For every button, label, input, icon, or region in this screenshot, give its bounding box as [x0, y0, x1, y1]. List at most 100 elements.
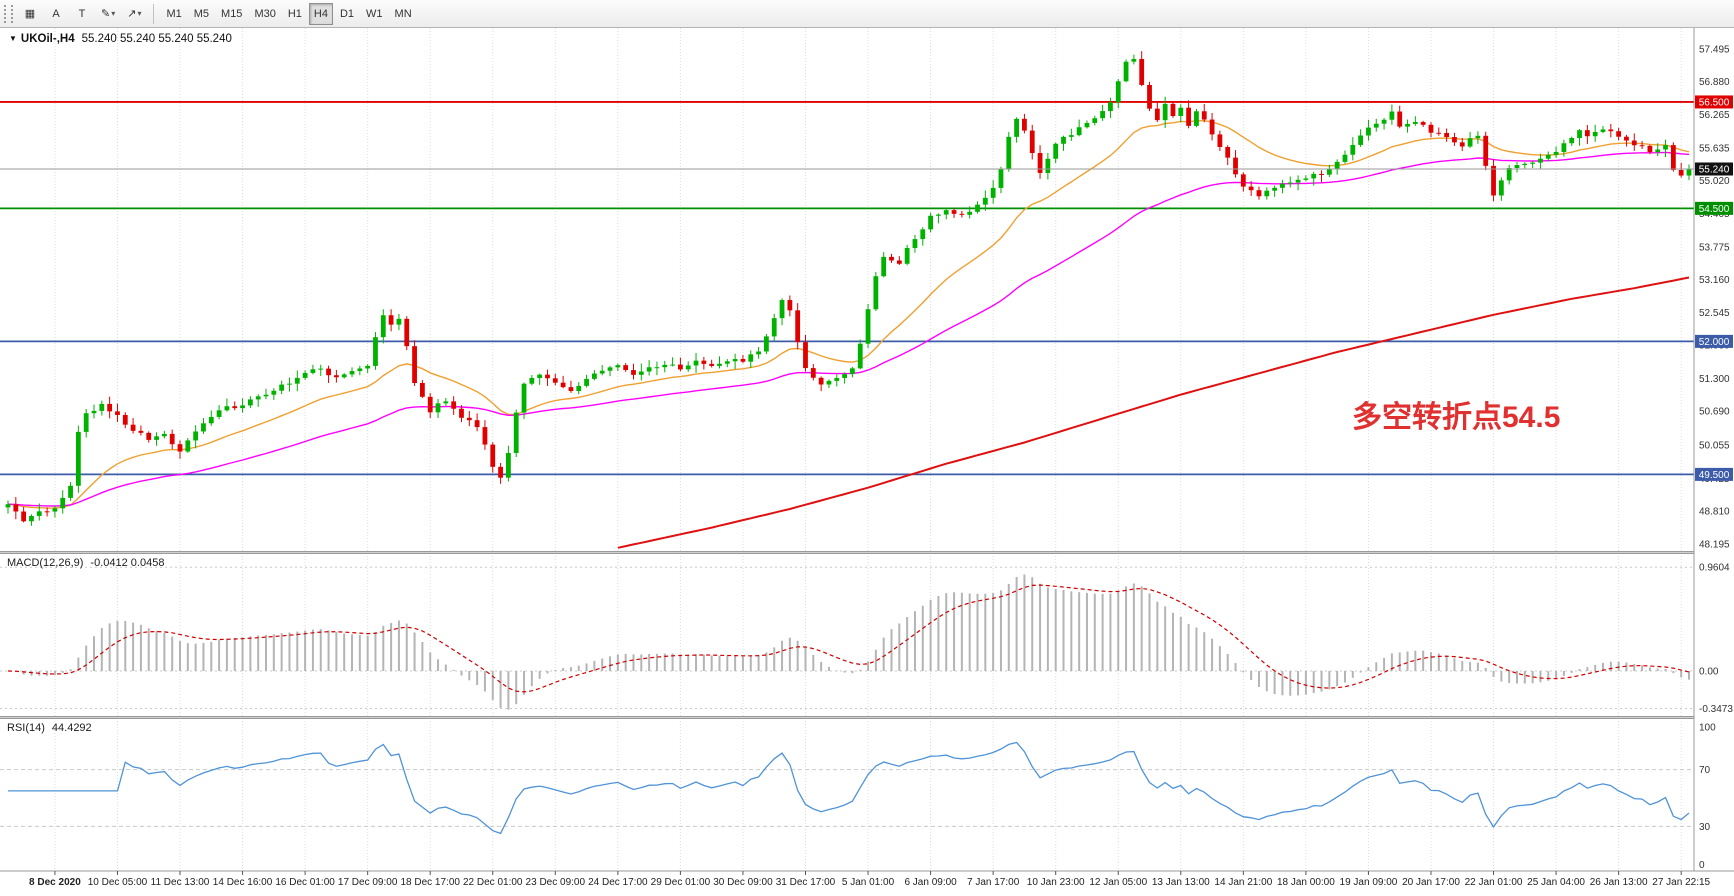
svg-text:56.500: 56.500: [1699, 97, 1730, 108]
rsi-label-text: RSI(14): [7, 722, 45, 734]
time-axis-label: 22 Dec 01:00: [463, 877, 523, 888]
svg-text:52.545: 52.545: [1699, 308, 1730, 319]
svg-text:56.265: 56.265: [1699, 110, 1730, 121]
medium-ma-line: [7, 151, 1690, 507]
svg-text:49.500: 49.500: [1699, 470, 1730, 481]
drawing-tools-group: ▦ A T ✎ ▾ ↗ ▾: [18, 3, 146, 25]
time-axis-label: 24 Dec 17:00: [588, 877, 648, 888]
text-label-tool[interactable]: A: [44, 3, 68, 25]
timeframe-mn[interactable]: MN: [390, 3, 417, 25]
macd-label-text: MACD(12,26,9): [7, 557, 84, 569]
price-badge: 52.000: [1695, 334, 1733, 348]
price-axis[interactable]: 57.49556.88056.26555.63555.02054.40553.7…: [1693, 28, 1734, 871]
toolbar-drag-handle[interactable]: [4, 4, 13, 23]
svg-text:52.000: 52.000: [1699, 337, 1730, 348]
time-axis-label: 14 Jan 21:00: [1214, 877, 1272, 888]
svg-text:70: 70: [1699, 765, 1711, 776]
svg-text:55.635: 55.635: [1699, 143, 1730, 154]
arrows-dropdown[interactable]: ↗ ▾: [122, 3, 146, 25]
macd-values-text: -0.0412 0.0458: [90, 557, 165, 569]
candlestick-series: [5, 51, 1692, 526]
macd-plot-area[interactable]: [0, 554, 1694, 716]
price-badge: 54.500: [1695, 201, 1733, 215]
time-axis-label: 19 Jan 09:00: [1340, 877, 1398, 888]
chart-symbol-label: UKOil-,H4: [20, 33, 75, 45]
svg-text:53.775: 53.775: [1699, 242, 1730, 253]
timeframe-w1[interactable]: W1: [361, 3, 388, 25]
time-axis-label: 25 Jan 04:00: [1527, 877, 1585, 888]
timeframe-m1[interactable]: M1: [161, 3, 186, 25]
pane-separators[interactable]: [0, 551, 1734, 719]
time-axis-label: 20 Jan 17:00: [1402, 877, 1460, 888]
fast-ma-line: [7, 119, 1690, 509]
svg-text:57.495: 57.495: [1699, 45, 1730, 56]
timeframe-h1[interactable]: H1: [283, 3, 307, 25]
time-axis-label: 11 Dec 13:00: [151, 877, 210, 888]
svg-text:53.160: 53.160: [1699, 275, 1730, 286]
time-axis-label: 8 Dec 2020: [29, 877, 81, 888]
macd-pane: [0, 566, 1694, 710]
time-axis-label: 6 Jan 09:00: [904, 877, 957, 888]
shapes-dropdown[interactable]: ✎ ▾: [96, 3, 120, 25]
time-axis-label: 14 Dec 16:00: [213, 877, 273, 888]
collapse-icon[interactable]: ▼: [9, 34, 17, 43]
toolbar-separator: [153, 3, 155, 24]
rsi-plot-area[interactable]: [0, 719, 1694, 869]
price-badge: 56.500: [1695, 95, 1733, 109]
timeframe-m30[interactable]: M30: [249, 3, 280, 25]
timeframe-m5[interactable]: M5: [189, 3, 214, 25]
time-axis-label: 5 Jan 01:00: [842, 877, 895, 888]
svg-text:50.690: 50.690: [1699, 407, 1730, 418]
rsi-value-text: 44.4292: [51, 722, 92, 734]
macd-histogram: [14, 574, 1690, 710]
svg-text:48.810: 48.810: [1699, 507, 1730, 518]
horizontal-price-lines[interactable]: [0, 101, 1694, 476]
chart-windows-icon[interactable]: ▦: [18, 3, 42, 25]
time-axis-label: 31 Dec 17:00: [776, 877, 836, 888]
svg-text:50.055: 50.055: [1699, 440, 1730, 451]
time-axis-label: 26 Jan 13:00: [1590, 877, 1648, 888]
chart-title: ▼ UKOil-,H4 55.240 55.240 55.240 55.240: [9, 33, 232, 45]
svg-text:100: 100: [1699, 722, 1716, 733]
rsi-pane: [0, 741, 1694, 835]
svg-text:0.00: 0.00: [1699, 666, 1719, 677]
chart-annotation-text[interactable]: 多空转折点54.5: [1352, 401, 1561, 434]
time-axis-label: 12 Jan 05:00: [1089, 877, 1147, 888]
svg-text:54.500: 54.500: [1699, 204, 1730, 215]
svg-text:30: 30: [1699, 822, 1711, 833]
time-axis-label: 27 Jan 22:15: [1652, 877, 1710, 888]
price-badge: 55.240: [1695, 162, 1733, 176]
main-chart-plot-area[interactable]: [0, 28, 1694, 551]
svg-text:51.300: 51.300: [1699, 374, 1730, 385]
moving-average-lines: [7, 119, 1690, 549]
macd-indicator-label: MACD(12,26,9) -0.0412 0.0458: [7, 557, 171, 569]
svg-text:48.195: 48.195: [1699, 539, 1730, 550]
timeframe-m15[interactable]: M15: [216, 3, 247, 25]
vertical-gridlines: [54, 28, 1682, 869]
time-axis-label: 18 Jan 00:00: [1277, 877, 1335, 888]
svg-text:55.020: 55.020: [1699, 176, 1730, 187]
toolbar: ▦ A T ✎ ▾ ↗ ▾ M1 M5 M15 M30 H1 H4 D1 W1 MN: [0, 0, 1734, 28]
time-axis-label: 22 Jan 01:00: [1465, 877, 1523, 888]
time-axis[interactable]: 8 Dec 2020 10 Dec 05:00 11 Dec 13:00 14 Dec…: [0, 870, 1734, 888]
time-axis-label: 30 Dec 09:00: [713, 877, 773, 888]
rsi-indicator-label: RSI(14) 44.4292: [7, 722, 99, 734]
time-axis-label: 18 Dec 17:00: [400, 877, 460, 888]
time-axis-label: 13 Jan 13:00: [1152, 877, 1210, 888]
time-axis-label: 10 Dec 05:00: [88, 877, 148, 888]
svg-text:56.880: 56.880: [1699, 77, 1730, 88]
timeframe-group: M1 M5 M15 M30 H1 H4 D1 W1 MN: [161, 2, 417, 25]
time-axis-label: 7 Jan 17:00: [967, 877, 1020, 888]
price-badge: 49.500: [1695, 467, 1733, 481]
time-axis-label: 29 Dec 01:00: [651, 877, 711, 888]
timeframe-d1[interactable]: D1: [335, 3, 359, 25]
timeframe-h4[interactable]: H4: [308, 2, 333, 25]
rsi-line: [8, 741, 1690, 835]
svg-text:0: 0: [1699, 860, 1705, 871]
text-box-tool[interactable]: T: [70, 3, 94, 25]
svg-text:55.240: 55.240: [1699, 164, 1730, 175]
time-axis-label: 10 Jan 23:00: [1027, 877, 1085, 888]
time-axis-label: 16 Dec 01:00: [275, 877, 335, 888]
